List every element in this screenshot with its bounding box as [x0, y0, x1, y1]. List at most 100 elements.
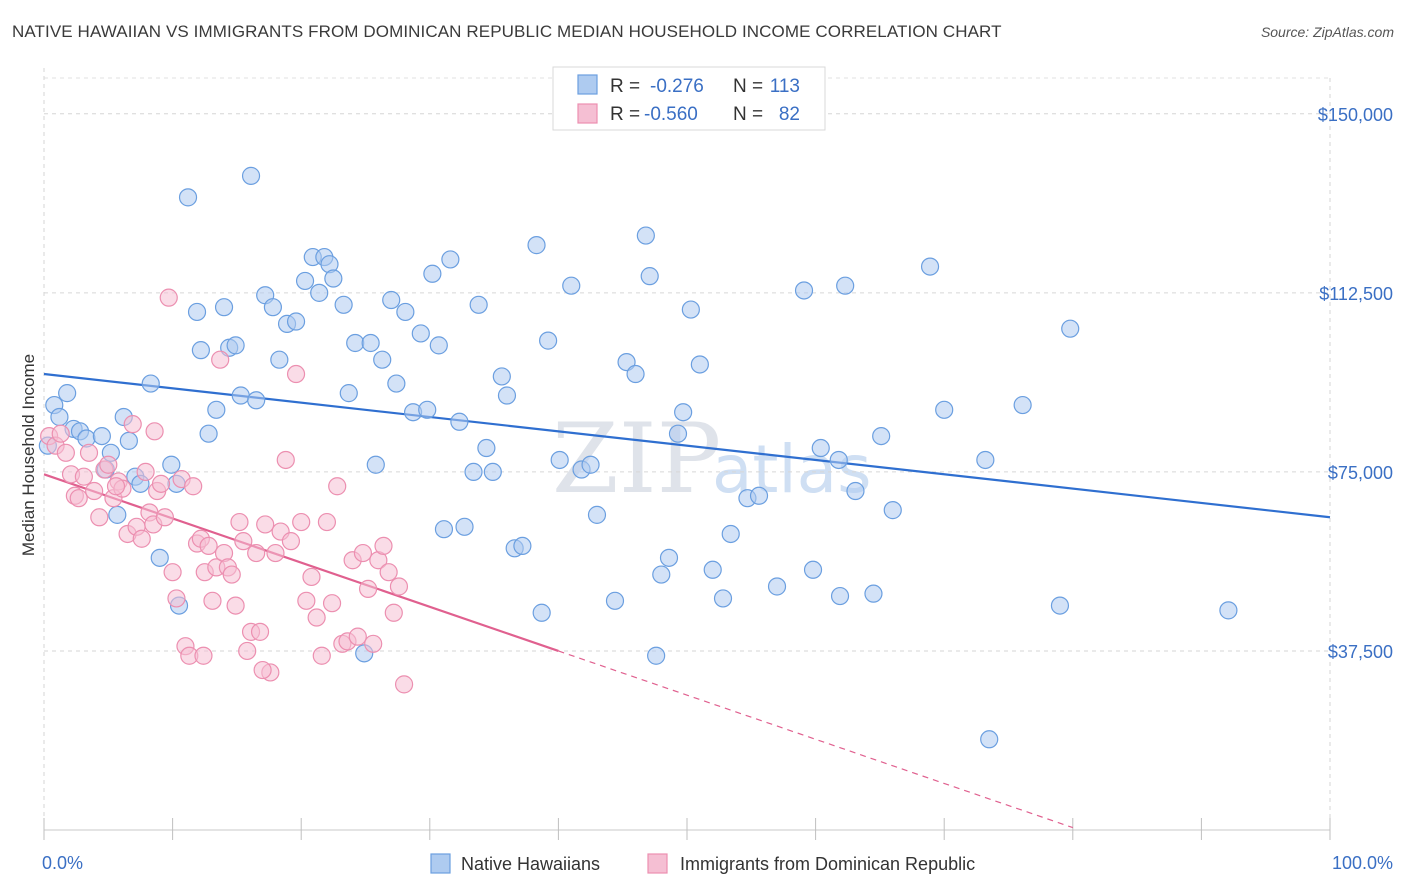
- native-hawaiians-point-88: [690, 355, 709, 374]
- y-tick-labels: $37,500 $75,000 $112,500 $150,000: [1318, 105, 1393, 662]
- native-hawaiians-point-80: [636, 226, 655, 245]
- native-hawaiians-point-93: [749, 486, 769, 505]
- series-native-hawaiians: [38, 166, 1238, 749]
- bottom-legend-label-native-hawaiians: Native Hawaiians: [461, 854, 600, 874]
- native-hawaiians-point-23: [199, 424, 218, 443]
- dominican-republic-point-57: [292, 512, 311, 532]
- native-hawaiians-point-63: [477, 438, 496, 458]
- native-hawaiians-point-47: [366, 455, 385, 474]
- legend-r-value-1: -0.276: [650, 76, 704, 97]
- native-hawaiians-point-53: [411, 324, 430, 343]
- y-tick-label-150000: $150,000: [1318, 105, 1393, 125]
- native-hawaiians-point-102: [872, 426, 891, 446]
- dominican-republic-point-39: [211, 350, 230, 369]
- correlation-legend: R = -0.276 N = 113 R = -0.560 N = 82: [552, 66, 826, 131]
- native-hawaiians-point-85: [668, 424, 688, 443]
- dominican-republic-point-60: [307, 608, 326, 627]
- dominican-republic-point-59: [302, 567, 321, 587]
- dominican-republic-point-25: [155, 508, 174, 527]
- legend-box: [552, 66, 826, 131]
- legend-r-value-2: -0.560: [644, 104, 698, 125]
- native-hawaiians-point-97: [811, 438, 830, 458]
- native-hawaiians-point-36: [295, 271, 315, 291]
- native-hawaiians-point-90: [713, 589, 733, 608]
- native-hawaiians-point-95: [794, 281, 814, 300]
- native-hawaiians-point-109: [1050, 596, 1070, 615]
- native-hawaiians-point-25: [214, 298, 234, 317]
- native-hawaiians-point-65: [492, 367, 511, 386]
- native-hawaiians-point-61: [464, 462, 483, 482]
- trend-line-extension-dominican-republic: [558, 650, 1073, 829]
- series-legend: Native Hawaiians Immigrants from Dominic…: [430, 853, 975, 874]
- native-hawaiians-point-46: [361, 333, 380, 353]
- native-hawaiians-point-2: [50, 407, 69, 427]
- dominican-republic-point-81: [194, 646, 213, 665]
- dominican-republic-point-71: [364, 634, 383, 653]
- x-tick-label-min: 0.0%: [42, 853, 83, 873]
- dominican-republic-point-26: [159, 288, 178, 307]
- watermark-zip: ZIP: [552, 403, 721, 515]
- x-tick-marks: [43, 818, 1331, 840]
- dominican-republic-point-49: [250, 622, 270, 641]
- bottom-legend-swatch-native-hawaiians: [430, 853, 451, 874]
- dominican-republic-point-45: [234, 532, 253, 551]
- native-hawaiians-point-69: [527, 236, 546, 255]
- native-hawaiians-point-28: [231, 386, 250, 405]
- native-hawaiians-point-17: [162, 455, 181, 474]
- dominican-republic-point-12: [99, 455, 118, 474]
- dominican-republic-point-7: [74, 467, 93, 486]
- dominican-republic-point-70: [358, 579, 378, 598]
- dominican-republic-point-80: [106, 477, 126, 496]
- native-hawaiians-point-101: [864, 584, 883, 603]
- native-hawaiians-point-35: [286, 312, 306, 331]
- dominican-republic-point-44: [230, 512, 249, 532]
- native-hawaiians-point-100: [846, 481, 865, 501]
- native-hawaiians-point-29: [241, 166, 261, 185]
- dominican-republic-point-28: [167, 589, 186, 608]
- native-hawaiians-point-107: [980, 730, 999, 749]
- native-hawaiians-point-43: [339, 384, 358, 403]
- native-hawaiians-point-57: [434, 520, 454, 539]
- dominican-republic-point-52: [266, 543, 285, 563]
- legend-n-value-2: 82: [779, 104, 800, 125]
- dominican-republic-point-75: [384, 603, 403, 622]
- dominican-republic-point-64: [328, 477, 347, 496]
- y-tick-label-37500: $37,500: [1328, 642, 1393, 662]
- watermark-atlas: atlas: [712, 431, 872, 508]
- dominican-republic-point-2: [51, 424, 70, 443]
- dominican-republic-point-61: [312, 646, 331, 665]
- native-hawaiians-point-20: [178, 188, 198, 207]
- native-hawaiians-point-54: [418, 400, 437, 419]
- dominican-republic-point-36: [199, 536, 218, 556]
- dominican-republic-point-42: [222, 565, 241, 584]
- dominican-republic-point-58: [297, 591, 316, 610]
- native-hawaiians-point-87: [681, 300, 700, 319]
- native-hawaiians-point-83: [652, 565, 671, 584]
- native-hawaiians-point-106: [976, 450, 995, 470]
- native-hawaiians-point-96: [803, 560, 823, 579]
- native-hawaiians-point-89: [703, 560, 722, 579]
- legend-swatch-dominican-republic: [577, 103, 598, 124]
- native-hawaiians-point-77: [605, 591, 625, 610]
- dominican-republic-point-32: [184, 477, 203, 496]
- dominican-republic-point-37: [203, 591, 222, 610]
- dominican-republic-point-46: [238, 641, 257, 661]
- dominican-republic-point-9: [85, 481, 104, 501]
- native-hawaiians-point-55: [423, 264, 442, 283]
- dominican-republic-point-24: [151, 474, 171, 493]
- dominican-republic-point-50: [256, 515, 275, 534]
- native-hawaiians-point-21: [187, 302, 207, 322]
- dominican-republic-point-73: [374, 536, 393, 556]
- native-hawaiians-point-58: [441, 250, 460, 269]
- native-hawaiians-point-24: [207, 400, 226, 419]
- trend-line-dominican-republic: [43, 473, 559, 652]
- native-hawaiians-point-27: [226, 336, 245, 355]
- dominican-republic-point-8: [79, 443, 99, 462]
- native-hawaiians-point-59: [450, 412, 469, 431]
- legend-n-label-2: N =: [733, 104, 763, 125]
- native-hawaiians-point-68: [513, 536, 532, 556]
- native-hawaiians-point-42: [334, 295, 353, 314]
- native-hawaiians-point-103: [883, 501, 902, 520]
- dominican-republic-point-3: [56, 443, 75, 462]
